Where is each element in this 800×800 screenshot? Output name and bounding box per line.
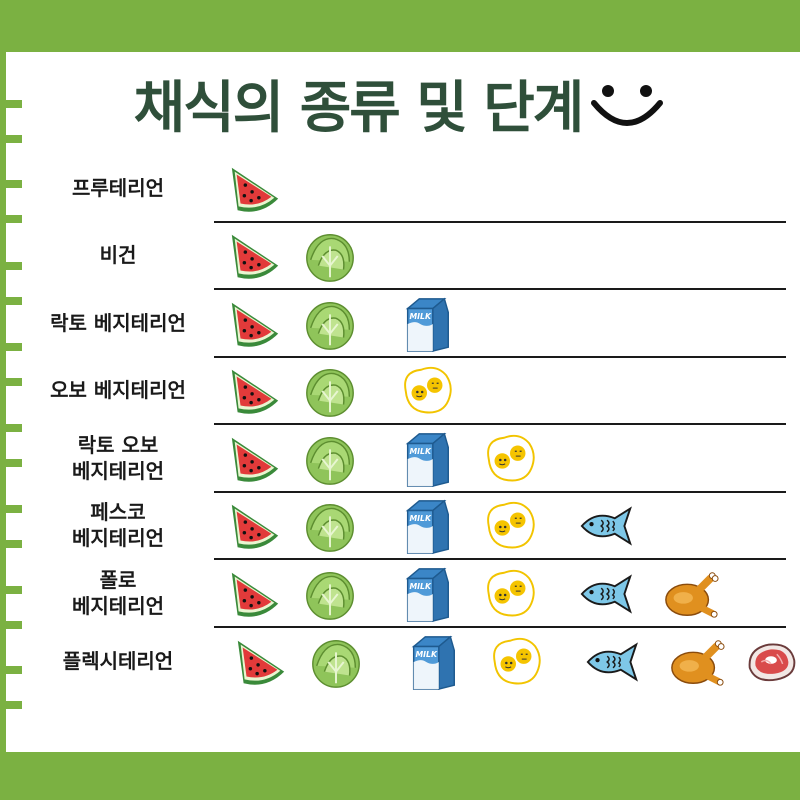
diet-label: 플렉시테리언 [62, 649, 174, 673]
binding-tab [0, 666, 22, 674]
row-divider [214, 356, 786, 358]
milk-carton-icon: MILK [398, 565, 456, 623]
bottom-band [0, 752, 800, 800]
top-band [0, 0, 800, 52]
fish-icon [578, 497, 636, 555]
svg-text:MILK: MILK [410, 312, 432, 321]
diet-row: 프루테리언 [0, 155, 800, 223]
milk-carton-icon: MILK [398, 295, 456, 353]
binding-tab [0, 100, 22, 108]
diet-row: 오보 베지테리언 [0, 357, 800, 425]
watermelon-icon [226, 227, 284, 285]
watermelon-icon [232, 633, 290, 691]
fish-icon [584, 633, 642, 691]
svg-text:MILK: MILK [410, 582, 432, 591]
watermelon-icon [226, 160, 284, 218]
fried-egg-icon [487, 633, 545, 691]
binding-tab [0, 262, 22, 270]
watermelon-icon [226, 565, 284, 623]
steak-icon [742, 633, 800, 691]
milk-carton-icon: MILK [398, 430, 456, 488]
binding-tab [0, 343, 22, 351]
row-divider [214, 423, 786, 425]
row-divider [214, 288, 786, 290]
diet-label: 페스코 베지테리언 [72, 500, 164, 550]
milk-carton-icon: MILK [398, 497, 456, 555]
svg-text:MILK: MILK [416, 650, 438, 659]
binding-tab [0, 586, 22, 594]
binding-tab [0, 621, 22, 629]
binding-tab [0, 378, 22, 386]
diet-label: 오보 베지테리언 [50, 378, 186, 402]
binding-tab [0, 540, 22, 548]
watermelon-icon [226, 362, 284, 420]
row-divider [214, 491, 786, 493]
cabbage-icon [301, 430, 359, 488]
title-area: 채식의 종류 및 단계 [0, 58, 800, 148]
fish-icon [578, 565, 636, 623]
fried-egg-icon [481, 565, 539, 623]
notebook-rail [0, 52, 6, 752]
watermelon-icon [226, 295, 284, 353]
watermelon-icon [226, 497, 284, 555]
diet-label: 프루테리언 [72, 176, 164, 200]
diet-row: 락토 베지테리언 MILK [0, 290, 800, 358]
binding-tab [0, 701, 22, 709]
cabbage-icon [301, 227, 359, 285]
binding-tab [0, 424, 22, 432]
roast-chicken-icon [668, 633, 726, 691]
cabbage-icon [307, 633, 365, 691]
binding-tab [0, 215, 22, 223]
svg-text:MILK: MILK [410, 514, 432, 523]
row-divider [214, 221, 786, 223]
cabbage-icon [301, 362, 359, 420]
cabbage-icon [301, 497, 359, 555]
diet-label: 비건 [99, 243, 137, 267]
row-divider [214, 626, 786, 628]
fried-egg-icon [398, 362, 456, 420]
binding-tab [0, 505, 22, 513]
watermelon-icon [226, 430, 284, 488]
milk-carton-icon: MILK [404, 633, 462, 691]
row-divider [214, 558, 786, 560]
diet-row: 플렉시테리언 MILK [0, 628, 800, 694]
fried-egg-icon [481, 430, 539, 488]
cabbage-icon [301, 565, 359, 623]
diet-label: 락토 베지테리언 [50, 311, 186, 335]
svg-text:MILK: MILK [410, 447, 432, 456]
page-title: 채식의 종류 및 단계 [133, 75, 585, 141]
diet-label: 폴로 베지테리언 [72, 568, 164, 618]
diet-label: 락토 오보 베지테리언 [72, 433, 164, 483]
diet-row: 폴로 베지테리언 MILK [0, 560, 800, 628]
diet-row: 락토 오보 베지테리언 MILK [0, 425, 800, 493]
binding-tab [0, 180, 22, 188]
binding-tab [0, 135, 22, 143]
roast-chicken-icon [662, 565, 720, 623]
binding-tab [0, 297, 22, 305]
binding-tab [0, 459, 22, 467]
cabbage-icon [301, 295, 359, 353]
fried-egg-icon [481, 497, 539, 555]
diet-row: 비건 [0, 222, 800, 290]
diet-row: 페스코 베지테리언 MILK [0, 492, 800, 560]
smile-icon [591, 85, 664, 126]
